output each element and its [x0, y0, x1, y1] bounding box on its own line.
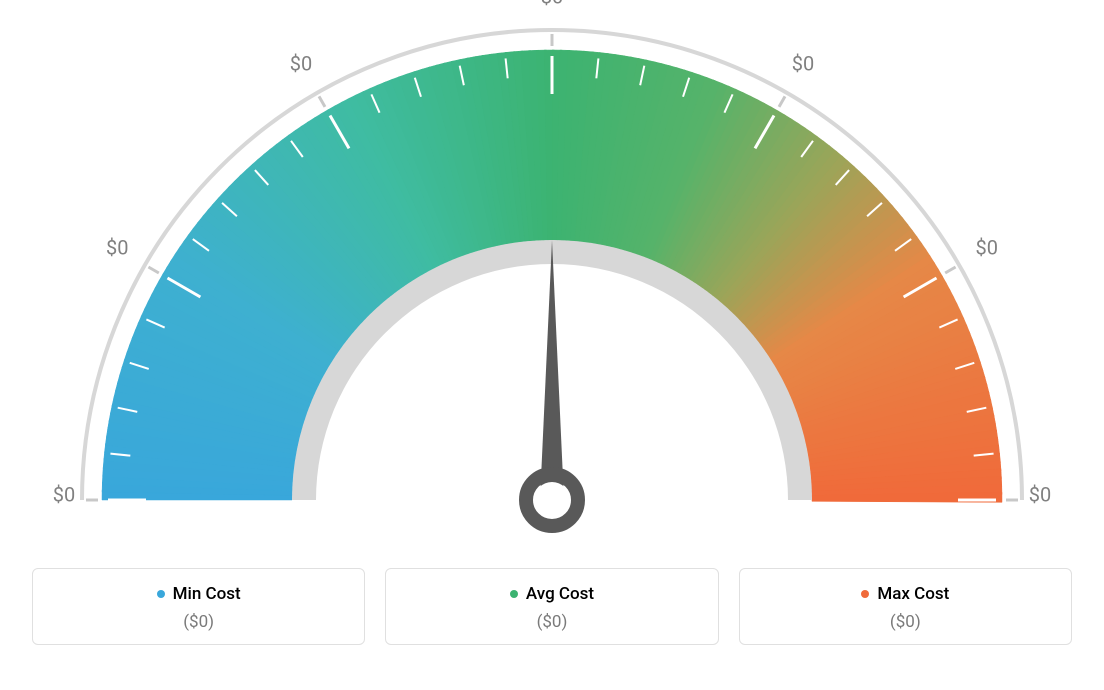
legend-label-avg: Avg Cost: [526, 584, 594, 604]
svg-text:$0: $0: [1029, 482, 1051, 506]
legend-title-avg: Avg Cost: [510, 584, 594, 604]
svg-text:$0: $0: [792, 52, 814, 76]
legend-label-min: Min Cost: [173, 584, 241, 604]
svg-text:$0: $0: [290, 52, 312, 76]
legend-value-min: ($0): [33, 612, 364, 632]
legend-card-avg: Avg Cost ($0): [385, 568, 718, 645]
legend-dot-min: [157, 590, 165, 598]
legend-value-avg: ($0): [386, 612, 717, 632]
legend-row: Min Cost ($0) Avg Cost ($0) Max Cost ($0…: [0, 568, 1104, 645]
legend-card-min: Min Cost ($0): [32, 568, 365, 645]
legend-dot-avg: [510, 590, 518, 598]
legend-title-max: Max Cost: [861, 584, 949, 604]
gauge-svg: $0 $0 $0 $0 $0 $0 $0: [0, 0, 1104, 560]
svg-text:$0: $0: [541, 0, 563, 8]
gauge-chart: $0 $0 $0 $0 $0 $0 $0: [0, 0, 1104, 560]
svg-text:$0: $0: [976, 235, 998, 259]
legend-value-max: ($0): [740, 612, 1071, 632]
legend-dot-max: [861, 590, 869, 598]
svg-text:$0: $0: [53, 482, 75, 506]
legend-title-min: Min Cost: [157, 584, 241, 604]
svg-text:$0: $0: [106, 235, 128, 259]
legend-card-max: Max Cost ($0): [739, 568, 1072, 645]
legend-label-max: Max Cost: [877, 584, 949, 604]
